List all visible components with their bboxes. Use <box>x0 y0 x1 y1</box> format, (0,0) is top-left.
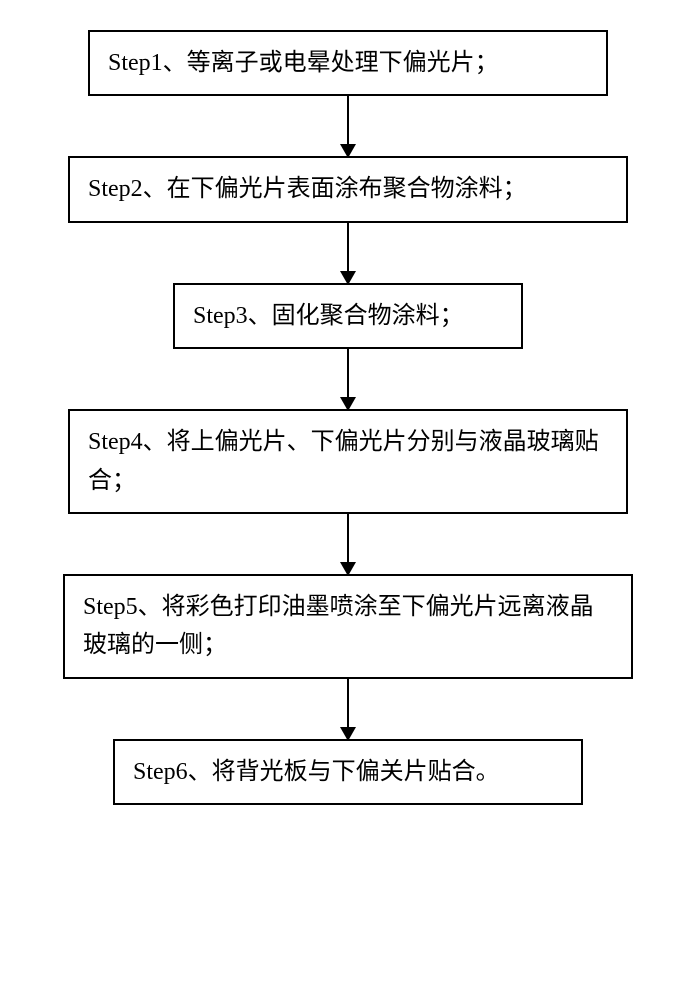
step-box-3: Step3、固化聚合物涂料； <box>173 283 523 349</box>
step-text-4: Step4、将上偏光片、下偏光片分别与液晶玻璃贴合； <box>88 429 599 493</box>
step-text-3: Step3、固化聚合物涂料； <box>193 303 464 329</box>
step-text-6: Step6、将背光板与下偏关片贴合。 <box>133 759 500 785</box>
step-text-1: Step1、等离子或电晕处理下偏光片； <box>108 50 499 76</box>
step-text-5: Step5、将彩色打印油墨喷涂至下偏光片远离液晶玻璃的一侧； <box>83 594 594 658</box>
step-box-1: Step1、等离子或电晕处理下偏光片； <box>88 30 608 96</box>
step-box-6: Step6、将背光板与下偏关片贴合。 <box>113 739 583 805</box>
step-box-2: Step2、在下偏光片表面涂布聚合物涂料； <box>68 156 628 222</box>
step-box-4: Step4、将上偏光片、下偏光片分别与液晶玻璃贴合； <box>68 409 628 514</box>
step-box-5: Step5、将彩色打印油墨喷涂至下偏光片远离液晶玻璃的一侧； <box>63 574 633 679</box>
step-text-2: Step2、在下偏光片表面涂布聚合物涂料； <box>88 176 527 202</box>
